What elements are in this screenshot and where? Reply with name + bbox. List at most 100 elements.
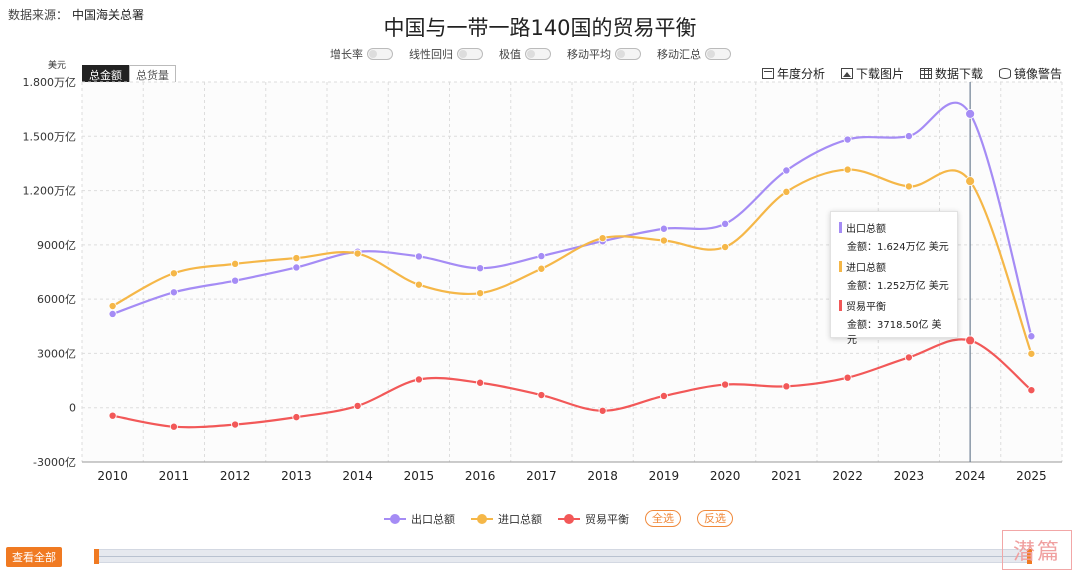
data-point [108, 309, 117, 318]
toggle-label: 线性回归 [409, 48, 453, 61]
toggle-moving-sum[interactable]: 移动汇总 [657, 46, 731, 62]
data-point [782, 382, 791, 391]
data-point [721, 380, 730, 389]
slider-handle-start[interactable] [94, 549, 99, 564]
x-tick-label: 2012 [220, 469, 251, 483]
toggle-linear-regression[interactable]: 线性回归 [409, 46, 483, 62]
x-tick-label: 2017 [526, 469, 557, 483]
annual-analysis-button[interactable]: 年度分析 [761, 65, 825, 82]
download-image-button[interactable]: 下载图片 [840, 65, 904, 82]
data-point [169, 422, 178, 431]
data-point [537, 252, 546, 261]
toolbar: 年度分析 下载图片 数据下载 镜像警告 [761, 65, 1062, 82]
tooltip-series-value: 金额：3718.50亿 美元 [847, 320, 942, 346]
legend-item-balance[interactable]: 贸易平衡 [558, 511, 629, 527]
data-point [476, 289, 485, 298]
tooltip-series-name: 出口总额 [846, 224, 886, 235]
data-point [965, 176, 976, 187]
slider-track [95, 556, 1031, 557]
series-line-2 [112, 338, 1033, 429]
slider-handle-end[interactable] [1027, 549, 1032, 564]
data-point [414, 375, 423, 384]
source-label: 数据来源： [8, 8, 69, 22]
x-tick-label: 2013 [281, 469, 312, 483]
y-tick-label: 9000亿 [37, 239, 76, 252]
toggle-label: 增长率 [330, 48, 363, 61]
data-point [721, 219, 730, 228]
tooltip-item-import: 进口总额 金额：1.252万亿 美元 [839, 259, 949, 292]
chart-tooltip: 出口总额 金额：1.624万亿 美元 进口总额 金额：1.252万亿 美元 贸易… [830, 211, 958, 346]
x-tick-label: 2016 [465, 469, 496, 483]
data-point [843, 373, 852, 382]
y-tick-label: 3000亿 [37, 347, 76, 360]
x-tick-label: 2014 [342, 469, 373, 483]
invert-selection-button[interactable]: 反选 [697, 510, 733, 527]
y-unit-label: 美元 [48, 61, 67, 71]
calendar-icon [761, 68, 774, 79]
series-color-marker [839, 300, 842, 311]
data-point [659, 391, 668, 400]
x-tick-label: 2025 [1016, 469, 1047, 483]
data-point [231, 420, 240, 429]
legend-symbol-icon [384, 513, 406, 524]
x-tick-label: 2010 [97, 469, 128, 483]
chart-legend: 出口总额 进口总额 贸易平衡 全选 反选 [384, 510, 733, 527]
tab-total-amount[interactable]: 总金额 [82, 65, 129, 85]
switch-icon[interactable] [367, 48, 393, 60]
data-point [598, 406, 607, 415]
legend-symbol-icon [558, 513, 580, 524]
x-tick-label: 2015 [404, 469, 435, 483]
data-point [904, 182, 913, 191]
data-point [904, 132, 913, 141]
switch-icon[interactable] [457, 48, 483, 60]
data-point [292, 263, 301, 272]
select-all-button[interactable]: 全选 [645, 510, 681, 527]
tooltip-series-name: 进口总额 [846, 263, 886, 274]
data-point [476, 378, 485, 387]
chart-title: 中国与一带一路140国的贸易平衡 [383, 16, 697, 40]
toggle-label: 极值 [499, 48, 521, 61]
y-tick-label: 1.200万亿 [23, 185, 77, 198]
data-point [598, 234, 607, 243]
view-all-button[interactable]: 查看全部 [6, 547, 62, 567]
tool-label: 数据下载 [934, 67, 983, 81]
data-source: 数据来源： 中国海关总署 [8, 6, 144, 23]
tooltip-item-balance: 贸易平衡 金额：3718.50亿 美元 [839, 298, 949, 346]
series-color-marker [839, 261, 842, 272]
data-point [904, 353, 913, 362]
download-data-button[interactable]: 数据下载 [919, 65, 983, 82]
x-tick-label: 2023 [894, 469, 925, 483]
y-tick-label: 1.800万亿 [23, 76, 77, 89]
toggle-growth-rate[interactable]: 增长率 [330, 46, 393, 62]
x-tick-label: 2022 [832, 469, 863, 483]
data-point [537, 391, 546, 400]
y-tick-label: 0 [69, 402, 76, 415]
data-point [782, 187, 791, 196]
source-value: 中国海关总署 [72, 8, 145, 22]
data-point [965, 108, 976, 119]
tooltip-series-value: 金额：1.624万亿 美元 [847, 242, 949, 253]
toggle-extremes[interactable]: 极值 [499, 46, 551, 62]
data-point [782, 166, 791, 175]
data-point [1027, 349, 1036, 358]
tool-label: 镜像警告 [1013, 67, 1062, 81]
switch-icon[interactable] [705, 48, 731, 60]
switch-icon[interactable] [615, 48, 641, 60]
legend-item-import[interactable]: 进口总额 [471, 511, 542, 527]
tooltip-series-name: 贸易平衡 [846, 302, 886, 313]
switch-icon[interactable] [525, 48, 551, 60]
data-point [108, 411, 117, 420]
watermark-stamp: 潜篇 [1002, 530, 1072, 570]
data-point [169, 288, 178, 297]
toggle-moving-average[interactable]: 移动平均 [567, 46, 641, 62]
series-color-marker [839, 222, 842, 233]
mirror-warning-button[interactable]: 镜像警告 [998, 65, 1062, 82]
legend-item-export[interactable]: 出口总额 [384, 511, 455, 527]
x-tick-label: 2018 [587, 469, 618, 483]
analysis-toggles: 增长率 线性回归 极值 移动平均 移动汇总 [330, 46, 731, 62]
data-point [843, 165, 852, 174]
data-point [721, 243, 730, 252]
data-point [659, 236, 668, 245]
y-tick-label: 6000亿 [37, 293, 76, 306]
range-slider[interactable] [94, 549, 1032, 564]
